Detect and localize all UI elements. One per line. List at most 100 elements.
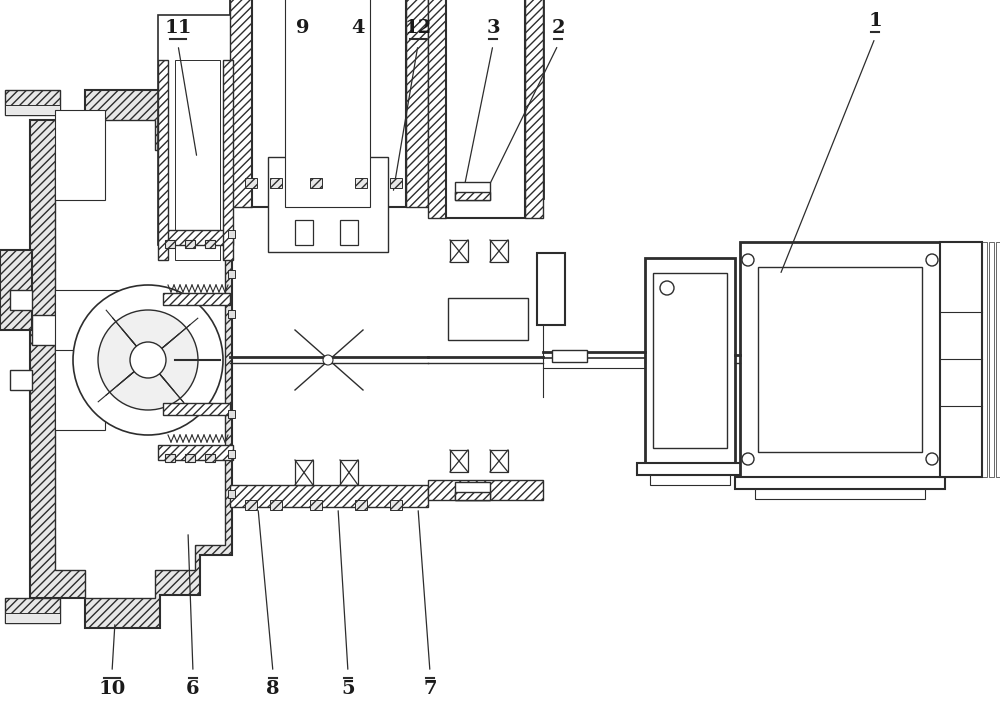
Bar — [228, 450, 235, 458]
Text: 8: 8 — [266, 680, 280, 698]
Bar — [975, 242, 980, 477]
Bar — [455, 182, 490, 200]
Bar — [450, 240, 468, 262]
Text: 11: 11 — [164, 19, 192, 37]
Bar — [428, 178, 543, 198]
Bar — [390, 500, 402, 510]
Bar — [5, 598, 60, 623]
Bar — [758, 267, 922, 452]
Bar — [961, 242, 966, 477]
Circle shape — [926, 453, 938, 465]
Bar — [552, 350, 587, 362]
Bar — [245, 178, 257, 188]
Circle shape — [742, 453, 754, 465]
Bar — [230, 163, 428, 185]
Circle shape — [742, 254, 754, 266]
Bar — [55, 290, 130, 350]
Bar — [428, 480, 543, 500]
Bar — [228, 230, 235, 238]
Bar — [165, 240, 175, 248]
Bar — [390, 178, 402, 188]
Text: 12: 12 — [404, 19, 432, 37]
Bar — [163, 293, 230, 305]
Text: 3: 3 — [486, 19, 500, 37]
Bar — [637, 463, 743, 475]
Bar — [10, 370, 32, 390]
Bar — [455, 192, 490, 200]
Polygon shape — [55, 120, 225, 598]
Bar — [158, 15, 233, 245]
Bar — [295, 220, 313, 245]
Bar — [285, 0, 370, 207]
Bar — [954, 242, 959, 477]
Bar — [55, 110, 105, 200]
Bar — [735, 477, 945, 489]
Bar — [32, 315, 57, 345]
Bar — [355, 178, 367, 188]
Text: 9: 9 — [296, 19, 310, 37]
Bar — [252, 0, 406, 207]
Bar — [490, 240, 508, 262]
Circle shape — [926, 254, 938, 266]
Bar — [968, 242, 973, 477]
Bar — [245, 500, 257, 510]
Bar — [165, 454, 175, 462]
Bar — [645, 258, 735, 463]
Bar — [185, 454, 195, 462]
Bar — [653, 273, 727, 448]
Bar — [740, 242, 940, 477]
Bar — [268, 157, 388, 252]
Bar — [205, 240, 215, 248]
Bar — [270, 500, 282, 510]
Bar — [0, 250, 32, 330]
Bar — [163, 403, 230, 415]
Bar — [175, 60, 220, 260]
Bar — [755, 489, 925, 499]
Text: 7: 7 — [423, 680, 437, 698]
Circle shape — [98, 310, 198, 410]
Bar — [450, 450, 468, 472]
Bar — [340, 220, 358, 245]
Bar — [448, 298, 528, 340]
Bar — [230, 0, 252, 207]
Bar — [525, 0, 543, 218]
Text: 2: 2 — [551, 19, 565, 37]
Bar — [295, 460, 313, 485]
Bar — [989, 242, 994, 477]
Bar — [428, 0, 446, 218]
Bar — [223, 60, 233, 260]
Bar — [228, 490, 235, 498]
Bar — [982, 242, 987, 477]
Bar — [446, 0, 525, 218]
Bar — [940, 242, 945, 477]
Bar — [228, 310, 235, 318]
Bar — [270, 178, 282, 188]
Bar — [490, 450, 508, 472]
Text: 6: 6 — [186, 680, 200, 698]
Polygon shape — [30, 90, 232, 628]
Bar — [947, 242, 952, 477]
Bar — [455, 482, 490, 500]
Bar — [185, 240, 195, 248]
Bar — [228, 270, 235, 278]
Text: 1: 1 — [868, 12, 882, 30]
Bar — [158, 60, 168, 260]
Circle shape — [73, 285, 223, 435]
Text: 10: 10 — [98, 680, 126, 698]
Bar — [55, 340, 105, 430]
Bar — [158, 230, 233, 245]
Bar — [340, 460, 358, 485]
Bar — [406, 0, 428, 207]
Text: 4: 4 — [351, 19, 365, 37]
Bar — [228, 410, 235, 418]
Circle shape — [660, 281, 674, 295]
Bar — [158, 445, 233, 460]
Bar — [230, 0, 428, 185]
Bar — [455, 492, 490, 500]
Circle shape — [130, 342, 166, 378]
Bar — [205, 454, 215, 462]
Text: 5: 5 — [341, 680, 355, 698]
Bar — [310, 500, 322, 510]
Bar — [355, 500, 367, 510]
Bar — [537, 253, 565, 325]
